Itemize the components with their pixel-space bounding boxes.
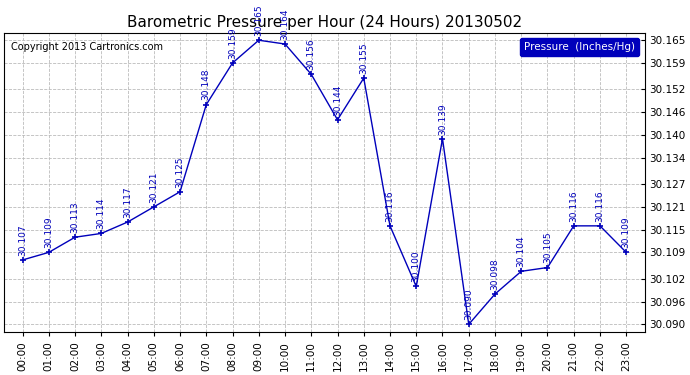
Text: Copyright 2013 Cartronics.com: Copyright 2013 Cartronics.com: [10, 42, 163, 52]
Text: 30.117: 30.117: [123, 186, 132, 218]
Text: 30.148: 30.148: [201, 69, 210, 100]
Text: 30.165: 30.165: [254, 4, 264, 36]
Text: 30.104: 30.104: [517, 236, 526, 267]
Text: 30.109: 30.109: [622, 217, 631, 248]
Text: 30.139: 30.139: [438, 103, 447, 135]
Text: 30.164: 30.164: [281, 8, 290, 40]
Text: 30.107: 30.107: [18, 224, 27, 256]
Text: 30.105: 30.105: [543, 232, 552, 263]
Text: 30.098: 30.098: [491, 258, 500, 290]
Text: 30.113: 30.113: [70, 201, 79, 233]
Text: 30.155: 30.155: [359, 42, 368, 74]
Text: 30.121: 30.121: [149, 171, 158, 203]
Text: 30.116: 30.116: [595, 190, 604, 222]
Text: 30.125: 30.125: [175, 156, 184, 188]
Text: 30.159: 30.159: [228, 27, 237, 59]
Text: 30.116: 30.116: [386, 190, 395, 222]
Text: 30.144: 30.144: [333, 84, 342, 116]
Text: 30.156: 30.156: [307, 39, 316, 70]
Text: 30.100: 30.100: [412, 251, 421, 282]
Text: 30.109: 30.109: [44, 217, 53, 248]
Text: 30.114: 30.114: [97, 198, 106, 229]
Text: 30.116: 30.116: [569, 190, 578, 222]
Text: 30.090: 30.090: [464, 288, 473, 320]
Legend: Pressure  (Inches/Hg): Pressure (Inches/Hg): [520, 38, 640, 56]
Title: Barometric Pressure per Hour (24 Hours) 20130502: Barometric Pressure per Hour (24 Hours) …: [127, 15, 522, 30]
